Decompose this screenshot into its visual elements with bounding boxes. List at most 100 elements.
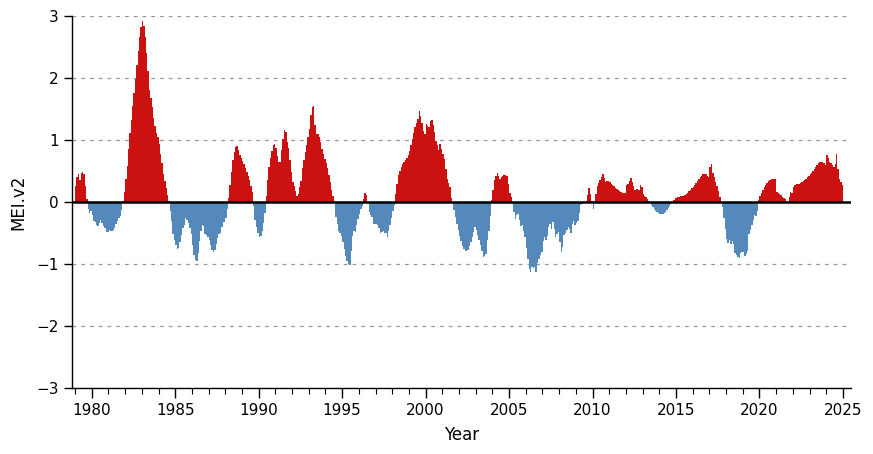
Bar [261,202,263,231]
Bar [748,202,750,234]
Bar [616,189,617,202]
Bar [591,201,593,202]
Bar [621,192,622,202]
Bar [127,167,128,202]
Bar [509,193,511,202]
Bar [629,181,630,202]
Bar [668,202,669,208]
Bar [328,175,330,202]
Bar [826,155,828,202]
Bar [678,197,680,202]
Bar [335,202,337,217]
Bar [651,202,652,205]
Bar [785,199,786,202]
Bar [819,162,821,202]
Bar [415,128,416,202]
Bar [155,133,157,202]
Bar [786,201,787,202]
Bar [615,188,616,202]
Bar [190,202,192,234]
Bar [701,176,703,202]
Bar [603,178,605,202]
Bar [548,202,549,227]
Bar [563,202,565,235]
Bar [781,197,783,202]
Bar [382,202,384,231]
Bar [541,202,542,252]
Bar [171,202,173,221]
Bar [760,197,761,202]
Bar [188,202,189,222]
Bar [146,53,148,202]
Bar [317,134,319,202]
Bar [822,162,823,202]
Bar [501,177,502,202]
Bar [549,202,551,224]
Bar [675,198,676,202]
Bar [427,126,429,202]
Bar [248,176,249,202]
Bar [423,131,424,202]
Bar [570,202,572,232]
Bar [181,202,182,235]
Bar [755,202,757,216]
Bar [833,167,835,202]
Bar [223,202,225,222]
Bar [680,197,682,202]
Bar [467,202,469,250]
Bar [90,202,92,211]
Bar [399,171,401,202]
Bar [520,202,522,226]
Bar [79,180,80,202]
Bar [206,202,207,235]
Bar [200,202,202,232]
Bar [316,134,317,202]
Bar [622,192,623,202]
Bar [108,202,110,230]
Bar [612,185,614,202]
Bar [457,202,459,230]
Bar [829,162,830,202]
Bar [313,106,314,202]
Bar [802,182,804,202]
Bar [227,202,228,209]
Bar [337,202,338,224]
Bar [794,185,795,202]
Bar [499,179,501,202]
Bar [665,202,666,212]
Bar [823,163,825,202]
Bar [398,175,399,202]
Bar [350,202,352,251]
Bar [605,182,607,202]
Bar [327,168,328,202]
Bar [295,191,296,202]
Bar [569,202,570,229]
Bar [375,202,377,224]
Bar [530,202,532,271]
Bar [345,202,347,256]
Bar [391,202,392,217]
Bar [487,202,488,240]
Bar [740,202,741,252]
Bar [691,188,693,202]
Bar [607,181,608,202]
Bar [179,202,181,242]
Bar [97,202,99,226]
Bar [416,123,417,202]
Bar [162,174,164,202]
Bar [832,165,833,202]
Bar [153,118,155,202]
Bar [743,202,744,252]
Bar [712,173,713,202]
Bar [431,120,433,202]
Bar [751,202,753,225]
Bar [704,174,705,202]
Bar [527,202,528,259]
Bar [504,175,505,202]
Bar [719,197,720,202]
Bar [220,202,221,232]
Bar [478,202,480,240]
Bar [371,202,373,217]
Bar [574,202,576,225]
Bar [835,163,836,202]
